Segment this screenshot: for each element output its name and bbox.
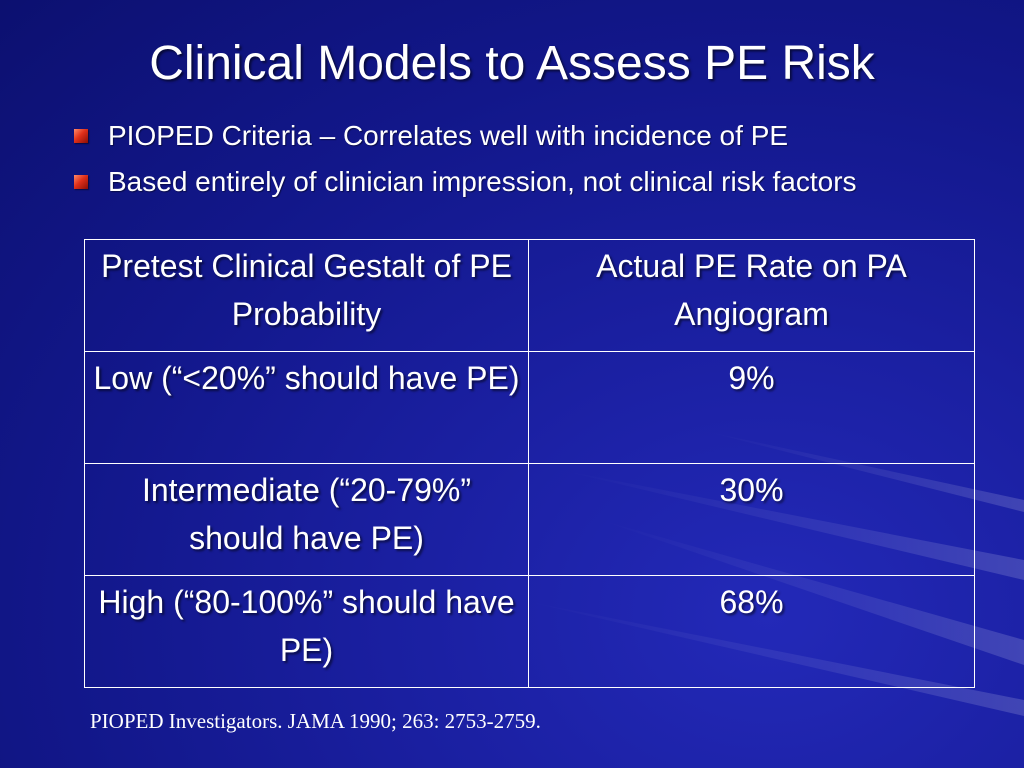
- bullet-text: Based entirely of clinician impression, …: [108, 166, 857, 197]
- pe-risk-table: Pretest Clinical Gestalt of PE Probabili…: [84, 239, 975, 688]
- table-cell-gestalt: Intermediate (“20-79%” should have PE): [84, 463, 529, 576]
- table-header-cell: Actual PE Rate on PA Angiogram: [528, 239, 975, 352]
- bullet-list: PIOPED Criteria – Correlates well with i…: [72, 118, 972, 210]
- table-cell-gestalt: High (“80-100%” should have PE): [84, 575, 529, 688]
- table-row: Intermediate (“20-79%” should have PE) 3…: [84, 463, 975, 576]
- bullet-text: PIOPED Criteria – Correlates well with i…: [108, 120, 789, 151]
- table-row: Low (“<20%” should have PE) 9%: [84, 351, 975, 464]
- table-cell-pe-rate: 68%: [528, 575, 975, 688]
- table-row: High (“80-100%” should have PE) 68%: [84, 575, 975, 688]
- citation: PIOPED Investigators. JAMA 1990; 263: 27…: [90, 709, 541, 733]
- table-cell-pe-rate: 30%: [528, 463, 975, 576]
- table-header-row: Pretest Clinical Gestalt of PE Probabili…: [84, 239, 975, 352]
- table-header-cell: Pretest Clinical Gestalt of PE Probabili…: [84, 239, 529, 352]
- bullet-item: PIOPED Criteria – Correlates well with i…: [72, 118, 972, 154]
- bullet-item: Based entirely of clinician impression, …: [72, 164, 972, 200]
- table-cell-gestalt: Low (“<20%” should have PE): [84, 351, 529, 464]
- table-cell-pe-rate: 9%: [528, 351, 975, 464]
- slide-title: Clinical Models to Assess PE Risk: [149, 37, 875, 90]
- square-bullet-icon: [74, 175, 88, 189]
- square-bullet-icon: [74, 129, 88, 143]
